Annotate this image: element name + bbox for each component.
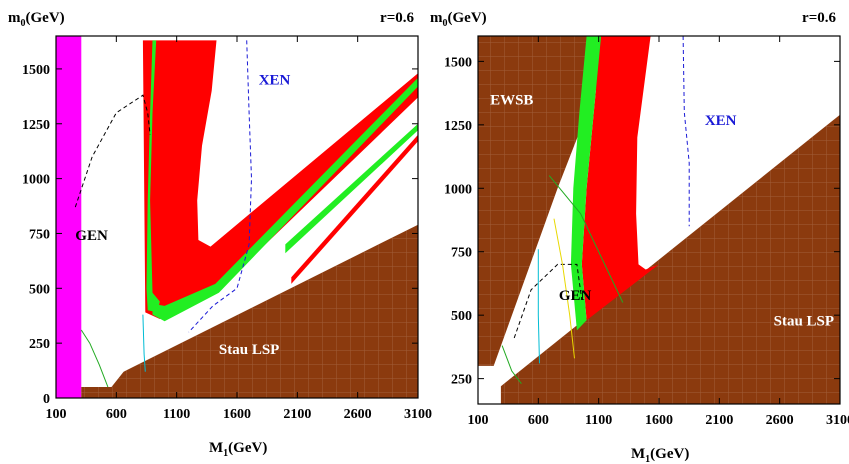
y-tick-label: 1250 xyxy=(22,118,50,133)
y-tick-label: 0 xyxy=(43,392,50,407)
x-tick-label: 3100 xyxy=(826,413,849,428)
y-tick-label: 500 xyxy=(29,282,50,297)
annotation-stau-lsp: Stau LSP xyxy=(219,342,279,358)
x-tick-label: 3100 xyxy=(404,407,432,422)
y-tick-label: 1500 xyxy=(22,63,50,78)
x-tick-label: 2100 xyxy=(283,407,311,422)
region-magenta xyxy=(56,36,81,398)
curve-XEN xyxy=(683,36,689,226)
annotation-xen: XEN xyxy=(705,113,737,129)
curve-cyan xyxy=(538,249,539,363)
y-tick-label: 1500 xyxy=(444,55,472,70)
x-tick-label: 1600 xyxy=(223,407,251,422)
x-tick-label: 100 xyxy=(46,407,67,422)
y-axis-label: m0(GeV) xyxy=(8,10,65,29)
x-tick-label: 2600 xyxy=(766,413,794,428)
x-axis-label: M1(GeV) xyxy=(209,440,267,459)
y-tick-label: 1000 xyxy=(444,182,472,197)
param-label: r=0.6 xyxy=(380,10,414,26)
x-tick-label: 1100 xyxy=(163,407,190,422)
y-tick-label: 250 xyxy=(451,373,472,388)
annotation-stau-lsp: Stau LSP xyxy=(774,313,834,329)
plot-area-right xyxy=(478,36,840,404)
y-tick-label: 1250 xyxy=(444,119,472,134)
panel-right: 100 600 1100 1600 2100 2600 3100 250 500 750 1000 1… xyxy=(430,10,849,464)
panel-left: 100 600 1100 1600 2100 2600 3100 0 250 500 750 1000… xyxy=(8,10,432,459)
annotation-gen: GEN xyxy=(559,288,592,304)
x-tick-label: 2600 xyxy=(344,407,372,422)
param-label: r=0.6 xyxy=(802,10,836,26)
curve-GEN xyxy=(75,95,150,207)
x-tick-label: 1100 xyxy=(585,413,612,428)
x-axis-label: M1(GeV) xyxy=(631,446,689,464)
annotation-xen: XEN xyxy=(259,72,291,88)
curve-green-thin xyxy=(81,330,108,387)
x-tick-label: 100 xyxy=(468,413,489,428)
y-tick-label: 750 xyxy=(451,246,472,261)
y-tick-label: 750 xyxy=(29,227,50,242)
y-tick-label: 250 xyxy=(29,337,50,352)
x-tick-label: 600 xyxy=(106,407,127,422)
x-tick-label: 1600 xyxy=(645,413,673,428)
annotation-ewsb: EWSB xyxy=(490,93,533,109)
y-tick-label: 500 xyxy=(451,309,472,324)
y-axis-label: m0(GeV) xyxy=(430,10,487,29)
x-tick-label: 2100 xyxy=(705,413,733,428)
x-tick-label: 600 xyxy=(528,413,549,428)
annotation-gen: GEN xyxy=(75,228,108,244)
y-tick-label: 1000 xyxy=(22,173,50,188)
